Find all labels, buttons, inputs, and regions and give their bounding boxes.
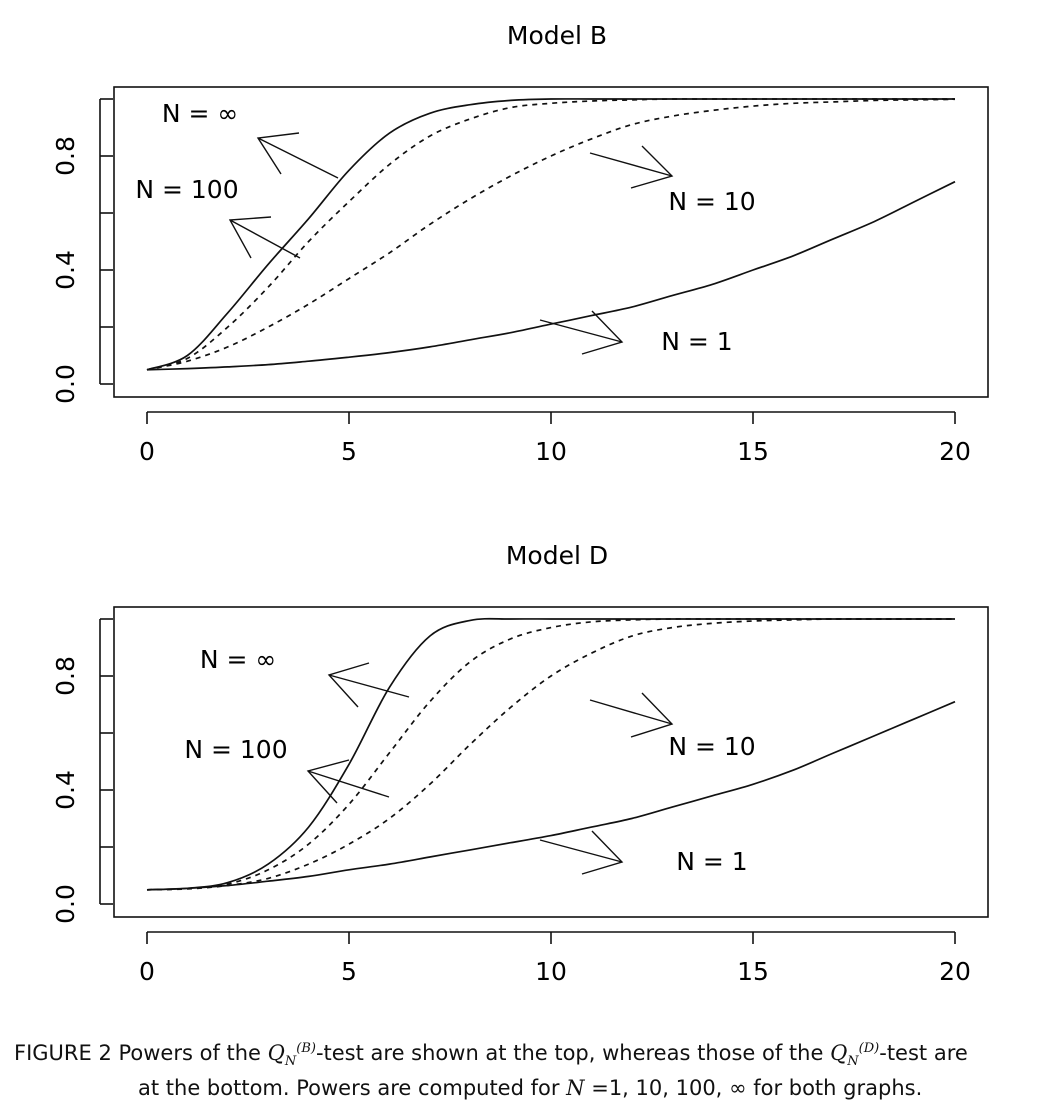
caption-symbol-qb: QN(B) xyxy=(267,1041,316,1070)
annotation-arrowhead xyxy=(630,692,674,738)
x-tick-label: 5 xyxy=(341,957,357,986)
caption-label: FIGURE 2 xyxy=(14,1041,112,1065)
chart-model-b: Model B 0 5 10 15 20 0.0 0.4 0.8 N = ∞ N = 100 N = … xyxy=(51,21,989,466)
annotation-arrow xyxy=(539,319,623,343)
annotation-arrow xyxy=(307,770,390,798)
annotation-arrowhead xyxy=(581,830,624,875)
x-tick-label: 20 xyxy=(939,437,971,466)
chart-title: Model B xyxy=(507,21,607,50)
chart-title: Model D xyxy=(506,541,608,570)
annotation-arrow xyxy=(589,152,673,177)
annotation-label: N = 1 xyxy=(661,327,732,356)
annotation-arrowhead xyxy=(306,759,350,804)
annotation-label: N = 10 xyxy=(668,732,755,761)
annotation-arrow xyxy=(229,219,301,259)
chart-model-d: Model D 0 5 10 15 20 0.0 0.4 0.8 N = ∞ N = 100 N = … xyxy=(51,541,989,986)
y-tick-label: 0.8 xyxy=(51,136,80,176)
annotation-arrowhead xyxy=(256,132,300,175)
y-tick-label: 0.4 xyxy=(51,770,80,810)
y-tick-label: 0.0 xyxy=(51,364,80,404)
annotation-arrow xyxy=(328,674,410,698)
caption-symbol-qd: QN(D) xyxy=(830,1041,880,1070)
series-line-0 xyxy=(146,98,955,371)
annotation-arrowhead xyxy=(630,145,674,189)
annotation-arrow xyxy=(539,839,623,863)
annotation-arrowhead xyxy=(581,310,624,355)
caption-line-2: at the bottom. Powers are computed for N… xyxy=(138,1076,923,1101)
y-tick-label: 0.0 xyxy=(51,884,80,924)
x-tick-label: 15 xyxy=(737,437,769,466)
x-tick-label: 0 xyxy=(139,957,155,986)
annotation-label: N = ∞ xyxy=(200,645,276,674)
x-tick-label: 5 xyxy=(341,437,357,466)
plot-frame xyxy=(113,606,989,918)
annotation-label: N = 1 xyxy=(676,847,747,876)
annotation-arrow xyxy=(589,699,673,725)
figure-caption: FIGURE 2 Powers of the QN(B)-test are sh… xyxy=(14,1036,1039,1101)
annotation-arrowhead xyxy=(228,216,272,259)
y-tick-label: 0.8 xyxy=(51,656,80,696)
annotation-arrowhead xyxy=(327,662,370,708)
annotation-label: N = ∞ xyxy=(162,99,238,128)
y-tick-label: 0.4 xyxy=(51,250,80,290)
annotation-label: N = 100 xyxy=(135,175,238,204)
x-tick-label: 20 xyxy=(939,957,971,986)
plot-frame xyxy=(113,86,989,398)
series-line-2 xyxy=(146,618,955,891)
x-tick-label: 0 xyxy=(139,437,155,466)
annotation-label: N = 100 xyxy=(184,735,287,764)
x-tick-label: 15 xyxy=(737,957,769,986)
series-line-3 xyxy=(146,700,956,891)
annotation-label: N = 10 xyxy=(668,187,755,216)
series-line-3 xyxy=(146,180,956,371)
series-line-1 xyxy=(146,98,955,371)
series-line-2 xyxy=(146,98,956,371)
annotation-arrow xyxy=(257,137,339,179)
x-tick-label: 10 xyxy=(535,437,567,466)
x-tick-label: 10 xyxy=(535,957,567,986)
